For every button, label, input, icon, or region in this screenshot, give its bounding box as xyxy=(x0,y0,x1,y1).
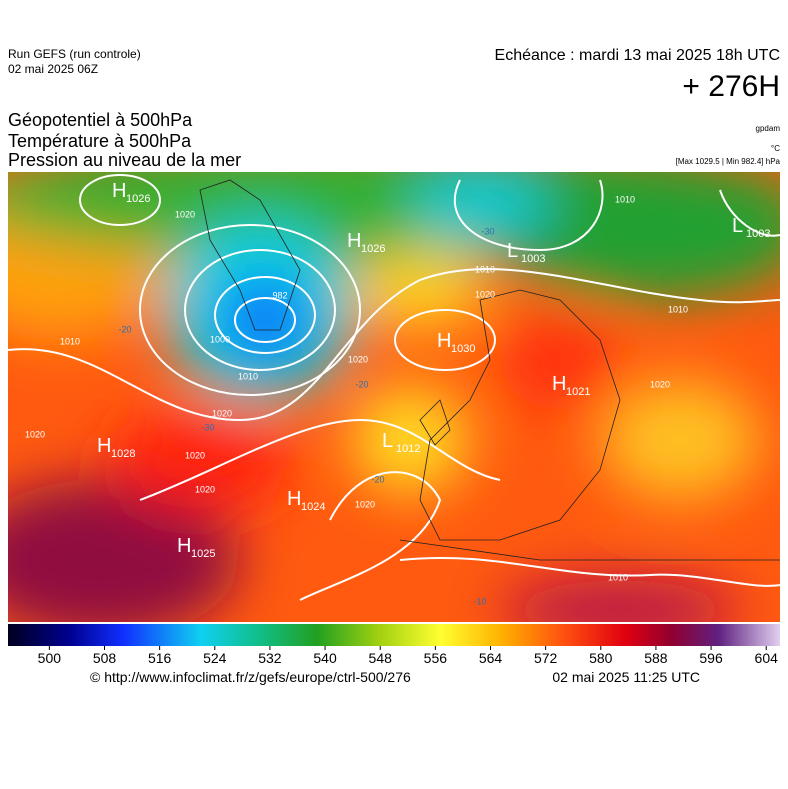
pressure-center-type: H xyxy=(437,330,451,352)
temperature-label: -30 xyxy=(481,226,494,236)
pressure-center-type: H xyxy=(97,435,111,457)
pressure-center-value: 1025 xyxy=(191,548,215,560)
pressure-center-value: 1003 xyxy=(746,228,770,240)
unit: gpdam xyxy=(756,124,781,133)
pressure-center-value: 1003 xyxy=(521,253,545,265)
isobar-label: 1020 xyxy=(195,484,215,494)
isobar-label: 1020 xyxy=(175,209,195,219)
pressure-center-value: 1028 xyxy=(111,448,135,460)
title: Température à 500hPa xyxy=(8,131,192,151)
valid-time: Echéance : mardi 13 mai 2025 18h UTC xyxy=(495,47,780,64)
colorbar-tick-label: 604 xyxy=(755,650,779,666)
pressure-center-type: H xyxy=(552,373,566,395)
temperature-label: -20 xyxy=(355,379,368,389)
colorbar-tick-label: 580 xyxy=(589,650,613,666)
footer-source: © http://www.infoclimat.fr/z/gefs/europe… xyxy=(90,669,411,685)
pressure-center-type: H xyxy=(287,488,301,510)
footer-date: 02 mai 2025 11:25 UTC xyxy=(552,669,700,685)
unit: °C xyxy=(771,144,780,153)
colorbar-tick-label: 540 xyxy=(313,650,337,666)
isobar-label: 1020 xyxy=(348,354,368,364)
pressure-center-value: 1021 xyxy=(566,386,590,398)
colorbar-tick-label: 516 xyxy=(148,650,172,666)
pressure-center-value: 1026 xyxy=(361,243,385,255)
pressure-center-type: L xyxy=(382,430,393,452)
isobar-label: 1020 xyxy=(355,499,375,509)
colorbar-tick-label: 508 xyxy=(93,650,117,666)
title: Géopotentiel à 500hPa xyxy=(8,110,193,130)
colorbar-tick-label: 596 xyxy=(699,650,723,666)
pressure-center-value: 1030 xyxy=(451,343,475,355)
isobar-label: 1010 xyxy=(668,304,688,314)
colorbar-tick-label: 588 xyxy=(644,650,668,666)
colorbar-tick-label: 572 xyxy=(534,650,558,666)
pressure-center-type: H xyxy=(112,180,126,202)
isobar-label: 1010 xyxy=(608,572,628,582)
pressure-center-value: 1012 xyxy=(396,443,420,455)
isobar-label: 982 xyxy=(272,290,287,300)
temperature-label: -30 xyxy=(201,422,214,432)
pressure-center-type: H xyxy=(347,230,361,252)
unit: [Max 1029.5 | Min 982.4] hPa xyxy=(676,157,781,166)
isobar-label: 1020 xyxy=(25,429,45,439)
pressure-center-value: 1024 xyxy=(301,501,325,513)
colorbar xyxy=(8,624,780,646)
pressure-center-type: L xyxy=(732,215,743,237)
isobar-label: 1010 xyxy=(60,336,80,346)
temperature-label: -20 xyxy=(118,324,131,334)
isobar-label: 1010 xyxy=(475,264,495,274)
isobar-label: 1020 xyxy=(212,408,232,418)
isobar-label: 1000 xyxy=(210,334,230,344)
colorbar-tick-label: 524 xyxy=(203,650,227,666)
isobar-label: 1010 xyxy=(615,194,635,204)
run-date: 02 mai 2025 06Z xyxy=(8,62,98,76)
colorbar-tick-label: 532 xyxy=(258,650,282,666)
isobar-label: 1010 xyxy=(238,371,258,381)
run: Run GEFS (run controle) xyxy=(8,47,141,61)
pressure-center-value: 1026 xyxy=(126,193,150,205)
map xyxy=(8,172,780,622)
isobar-label: 1020 xyxy=(475,289,495,299)
temperature-label: -10 xyxy=(473,596,486,606)
colorbar-tick-label: 564 xyxy=(479,650,503,666)
isobar-label: 1020 xyxy=(650,379,670,389)
colorbar-tick-label: 556 xyxy=(424,650,448,666)
colorbar-tick-label: 548 xyxy=(369,650,393,666)
colorbar-tick-label: 500 xyxy=(38,650,62,666)
lead-time: + 276H xyxy=(682,70,780,103)
isobar-label: 1020 xyxy=(185,450,205,460)
title: Pression au niveau de la mer xyxy=(8,150,241,170)
pressure-center-type: H xyxy=(177,535,191,557)
pressure-center-type: L xyxy=(507,240,518,262)
temperature-label: -20 xyxy=(371,474,384,484)
